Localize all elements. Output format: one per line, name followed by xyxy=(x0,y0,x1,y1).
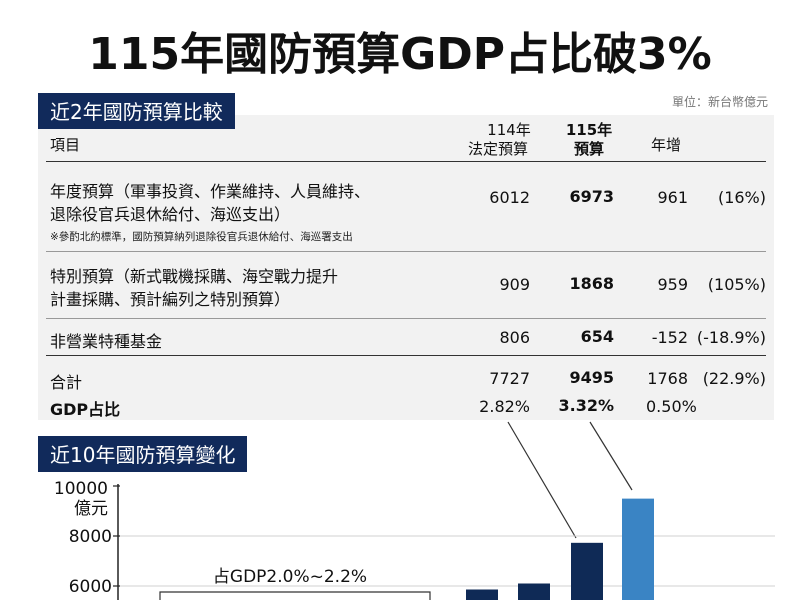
bar xyxy=(466,589,498,600)
y-axis-title-value: 10000 xyxy=(54,479,108,499)
y-tick-label: 6000 xyxy=(69,577,112,597)
gdp-114: 2.82% xyxy=(479,397,530,416)
callout-line-114 xyxy=(507,421,577,539)
gdp-label: GDP占比 xyxy=(50,400,121,419)
row-note: ※參酌北約標準，國防預算納列退除役官兵退休給付、海巡署支出 xyxy=(50,231,353,243)
cell-114: 806 xyxy=(499,328,530,347)
row-label: 特別預算（新式戰機採購、海空戰力提升 xyxy=(50,267,339,286)
annotation-bracket xyxy=(159,591,431,600)
total-increase: 1768 xyxy=(647,369,688,388)
comparison-table: 項目 114年 法定預算 115年 預算 年增 年度預算（軍事投資、作業維持、人… xyxy=(38,115,774,420)
row-label: 非營業特種基金 xyxy=(50,332,163,351)
header-growth: 年增 xyxy=(651,136,682,154)
bar xyxy=(571,542,603,600)
total-label: 合計 xyxy=(50,373,83,392)
y-axis-title-unit: 億元 xyxy=(74,499,108,519)
total-percent: (22.9%) xyxy=(702,369,766,388)
chart-section-title: 近10年國防預算變化 xyxy=(38,436,248,472)
bar xyxy=(622,498,654,600)
table-section-title: 近2年國防預算比較 xyxy=(38,93,235,129)
row-label: 年度預算（軍事投資、作業維持、人員維持、 xyxy=(50,182,371,201)
cell-115: 654 xyxy=(580,327,614,346)
cell-115: 6973 xyxy=(569,187,614,206)
cell-114: 909 xyxy=(499,275,530,294)
cell-114: 6012 xyxy=(489,188,530,207)
cell-increase: 959 xyxy=(657,275,688,294)
header-115-line1: 115年 xyxy=(565,121,613,139)
header-114-line1: 114年 xyxy=(487,121,531,139)
page-title: 115年國防預算GDP占比破3% xyxy=(88,29,712,80)
cell-increase: 961 xyxy=(657,188,688,207)
cell-percent: (105%) xyxy=(707,275,766,294)
header-114-line2: 法定預算 xyxy=(467,140,528,158)
cell-115: 1868 xyxy=(569,274,614,293)
total-114: 7727 xyxy=(489,369,530,388)
table-divider xyxy=(46,318,766,319)
callout-line-115 xyxy=(589,421,633,491)
header-115-line2: 預算 xyxy=(573,140,604,158)
unit-label: 單位：新台幣億元 xyxy=(671,95,768,109)
total-115: 9495 xyxy=(569,368,614,387)
bar xyxy=(518,583,550,600)
y-tick-label: 8000 xyxy=(69,527,112,547)
gdp-increase: 0.50% xyxy=(646,397,697,416)
table-divider xyxy=(46,161,766,162)
cell-increase: -152 xyxy=(651,328,688,347)
table-divider xyxy=(46,251,766,252)
cell-percent: (-18.9%) xyxy=(696,328,766,347)
row-label: 計畫採購、預計編列之特別預算） xyxy=(50,290,291,309)
row-label: 退除役官兵退休給付、海巡支出） xyxy=(50,205,291,224)
cell-percent: (16%) xyxy=(717,188,766,207)
header-item: 項目 xyxy=(50,136,81,154)
table-divider xyxy=(46,355,766,356)
chart-annotation: 占GDP2.0%~2.2% xyxy=(213,567,367,587)
gdp-115: 3.32% xyxy=(558,396,614,415)
